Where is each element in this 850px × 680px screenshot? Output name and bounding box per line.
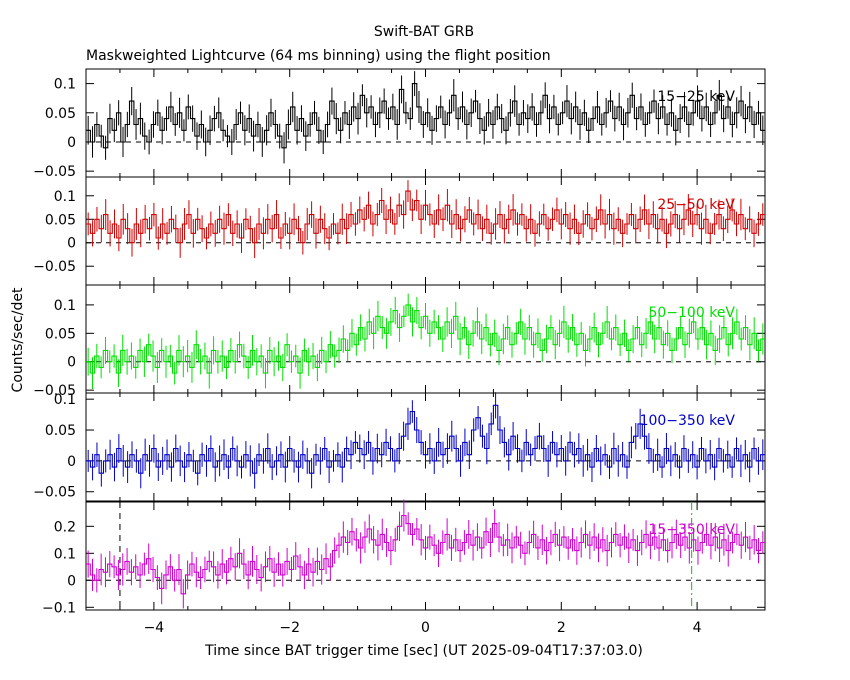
y-tick-label: −0.1	[42, 600, 76, 616]
lightcurve-series	[86, 304, 765, 374]
y-tick-label: 0.1	[54, 77, 76, 93]
chart-title: Swift-BAT GRB	[374, 24, 474, 40]
y-tick-label: 0.05	[45, 212, 76, 228]
x-tick-label: −2	[279, 620, 300, 636]
panel-2: −0.05 0 0.05 0.1 25−50 keV	[33, 176, 766, 286]
y-tick-label: −0.05	[33, 383, 76, 399]
y-tick-label: 0	[67, 135, 76, 151]
y-tick-label: 0	[67, 454, 76, 470]
lightcurve-series	[86, 514, 765, 595]
panel-4: −0.05 0 0.05 0.1 100−350 keV	[33, 392, 766, 502]
y-tick-label: 0.1	[54, 189, 76, 205]
x-tick-label: 0	[421, 620, 430, 636]
y-tick-label: −0.05	[33, 485, 76, 501]
chart-subtitle: Maskweighted Lightcurve (64 ms binning) …	[86, 48, 551, 64]
band-label: 100−350 keV	[640, 413, 736, 429]
lightcurve-series	[86, 404, 765, 474]
y-axis-label: Counts/sec/det	[10, 287, 26, 392]
x-tick-label: −4	[144, 620, 165, 636]
y-tick-label: −0.05	[33, 164, 76, 180]
x-tick-label: 4	[693, 620, 702, 636]
x-tick-label: 2	[557, 620, 566, 636]
y-tick-label: 0	[67, 355, 76, 371]
lightcurve-series	[86, 83, 765, 149]
band-label: 25−50 keV	[657, 197, 735, 213]
y-tick-label: 0	[67, 573, 76, 589]
panels-group: −0.05 0 0.05 0.1 15−25 keV −0.05 0 0.05 0.1 25−50…	[33, 68, 766, 636]
y-tick-label: 0	[67, 236, 76, 252]
panel-1: −0.05 0 0.05 0.1 15−25 keV	[33, 68, 766, 180]
y-tick-label: 0.2	[54, 519, 76, 535]
lightcurve-series	[86, 190, 765, 244]
y-tick-label: 0.05	[45, 326, 76, 342]
y-tick-label: 0.1	[54, 392, 76, 408]
y-tick-label: 0.05	[45, 423, 76, 439]
band-label: 50−100 keV	[648, 305, 735, 321]
panel-3: −0.05 0 0.05 0.1 50−100 keV	[33, 284, 766, 399]
x-axis-label: Time since BAT trigger time [sec] (UT 20…	[204, 643, 643, 659]
y-tick-label: 0.1	[54, 298, 76, 314]
y-tick-label: 0.1	[54, 546, 76, 562]
y-tick-label: −0.05	[33, 259, 76, 275]
panel-5: −0.100.10.2 15−350 keV−4 −2 0 2 4	[42, 499, 766, 636]
band-label: 15−25 keV	[657, 89, 735, 105]
y-tick-label: 0.05	[45, 106, 76, 122]
